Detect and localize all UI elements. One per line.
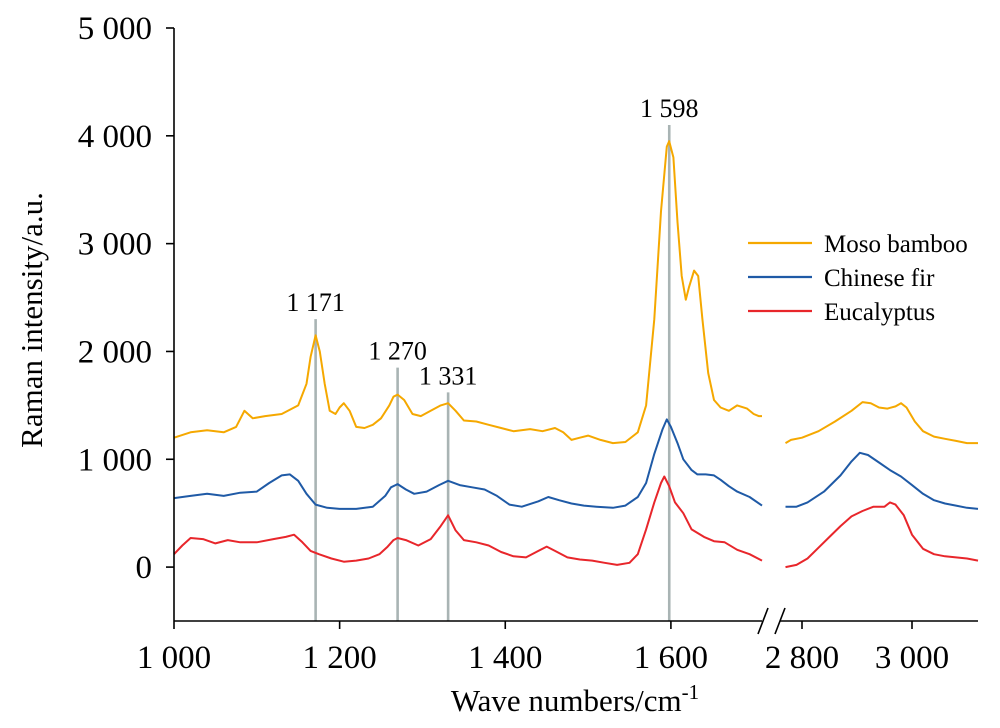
- y-tick-label: 5 000: [78, 11, 152, 47]
- legend: Moso bamboo Chinese fir Eucalyptus: [748, 231, 968, 326]
- x-tick-label: 2 800: [765, 640, 839, 676]
- y-tick-label: 4 000: [78, 119, 152, 155]
- x-tick-label: 3 000: [875, 640, 949, 676]
- x-tick-label: 1 200: [303, 640, 377, 676]
- y-tick-label: 2 000: [78, 334, 152, 370]
- axis-break-mark: [757, 607, 769, 635]
- legend-label: Moso bamboo: [824, 231, 968, 258]
- series-lines: [173, 140, 979, 569]
- x-axis-title-superscript: -1: [682, 680, 700, 704]
- peak-label: 1 598: [640, 94, 699, 123]
- x-axis-title-text: Wave numbers/cm: [451, 683, 682, 718]
- peak-label: 1 331: [419, 361, 478, 390]
- x-ticks: 1 000 1 200 1 400 1 600 2 800 3 000: [137, 621, 949, 676]
- axis-break-marks: [757, 607, 786, 635]
- axes: [173, 28, 978, 635]
- legend-label: Eucalyptus: [824, 299, 935, 326]
- y-tick-label: 1 000: [78, 442, 152, 478]
- peak-label: 1 171: [286, 288, 345, 317]
- y-ticks: 0 1 000 2 000 3 000 4 000 5 000: [78, 11, 174, 586]
- peak-label: 1 270: [368, 337, 427, 366]
- series-line-moso-bamboo: [173, 140, 978, 445]
- x-tick-label: 1 400: [468, 640, 542, 676]
- x-axis-title: Wave numbers/cm-1: [451, 680, 699, 718]
- y-axis-title: Raman intensity/a.u.: [14, 192, 49, 448]
- x-tick-label: 1 600: [634, 640, 708, 676]
- y-tick-label: 0: [136, 550, 153, 586]
- series-line-eucalyptus: [173, 475, 979, 569]
- series-line-chinese-fir: [173, 418, 979, 510]
- legend-label: Chinese fir: [824, 265, 935, 292]
- axis-break-mark: [774, 607, 786, 635]
- peak-markers: [314, 125, 671, 621]
- x-tick-label: 1 000: [137, 640, 211, 676]
- y-tick-label: 3 000: [78, 227, 152, 263]
